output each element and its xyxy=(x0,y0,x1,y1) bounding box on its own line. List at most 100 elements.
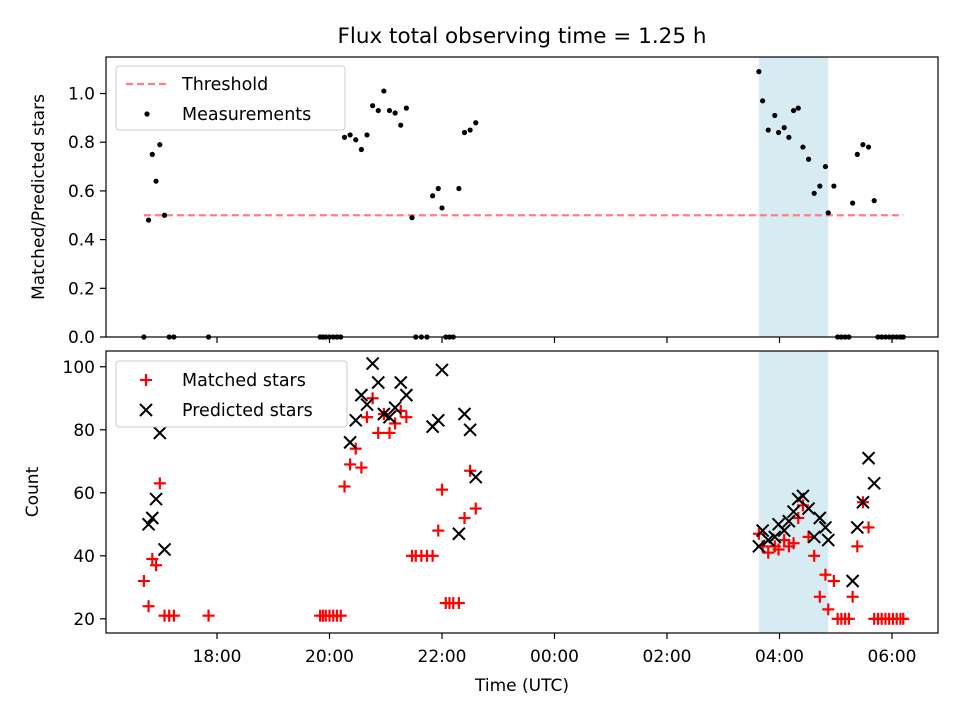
x-tick-label: 00:00 xyxy=(530,647,579,667)
bottom-panel: 20 40 60 80 100 18:00 20:00 22:00 00:00 02:00 04:… xyxy=(23,350,939,696)
measurements-point xyxy=(831,183,837,189)
measurements-point xyxy=(825,210,831,216)
predicted-stars-point xyxy=(452,527,466,541)
measurements-point xyxy=(760,98,766,104)
measurements-point xyxy=(461,129,468,136)
matched-stars-point xyxy=(334,609,347,622)
x-tick-label: 06:00 xyxy=(868,647,917,667)
x-tick-label: 04:00 xyxy=(755,647,804,667)
matched-stars-point xyxy=(372,426,385,439)
x-tick-label: 20:00 xyxy=(305,647,354,667)
bottom-y-tick-label: 60 xyxy=(73,484,95,504)
matched-stars-point xyxy=(822,603,835,616)
predicted-stars-point xyxy=(382,410,397,424)
matched-stars-point xyxy=(150,559,163,572)
measurements-point xyxy=(145,217,152,223)
predicted-stars-point xyxy=(435,363,449,377)
predicted-stars-point xyxy=(818,520,833,535)
measurements-point xyxy=(398,122,404,128)
matched-stars-point xyxy=(778,534,791,547)
top-y-tick-label: 0.4 xyxy=(68,231,95,251)
predicted-stars-point xyxy=(431,413,445,428)
measurements-point xyxy=(439,205,445,211)
measurements-point xyxy=(865,144,872,150)
measurements-point xyxy=(403,105,409,111)
predicted-stars-point xyxy=(399,388,414,402)
matched-stars-point xyxy=(842,612,855,625)
matched-stars-point xyxy=(432,524,445,537)
legend-predicted-swatch xyxy=(139,403,153,417)
bottom-legend: Matched stars Predicted stars xyxy=(115,360,348,428)
measurements-point xyxy=(341,134,348,140)
bottom-y-axis-label: Count xyxy=(23,466,43,517)
matched-stars-point xyxy=(383,426,396,439)
predicted-stars-point xyxy=(761,533,775,547)
predicted-stars-point xyxy=(755,523,770,538)
predicted-stars-point xyxy=(867,476,881,491)
top-y-tick-label: 1.0 xyxy=(68,85,95,105)
predicted-stars-point xyxy=(153,426,167,440)
bottom-highlight-span xyxy=(758,351,829,633)
x-tick-label: 02:00 xyxy=(643,647,692,667)
predicted-stars-point xyxy=(141,517,156,532)
measurements-point xyxy=(381,88,387,94)
matched-stars-point xyxy=(153,477,166,490)
measurements-point xyxy=(781,125,787,131)
predicted-stars-point xyxy=(782,514,796,528)
measurements-point xyxy=(392,110,398,116)
bottom-y-tick-label: 40 xyxy=(73,547,95,567)
matched-stars-point xyxy=(792,511,805,524)
top-y-tick-label: 0.0 xyxy=(68,328,95,348)
predicted-stars-point xyxy=(777,523,791,538)
x-tick-label: 18:00 xyxy=(193,647,242,667)
matched-stars-point xyxy=(167,609,180,622)
figure-title: Flux total observing time = 1.25 h xyxy=(338,24,707,49)
bottom-y-tick-label: 20 xyxy=(73,610,95,630)
measurements-point xyxy=(358,146,364,153)
predicted-stars-point xyxy=(796,489,810,503)
predicted-stars-point xyxy=(801,501,816,516)
matched-stars-point xyxy=(452,597,465,610)
predicted-stars-point xyxy=(469,470,483,484)
measurements-point xyxy=(860,142,866,148)
legend-predicted-label: Predicted stars xyxy=(182,401,313,421)
measurements-point xyxy=(409,215,415,221)
measurements-point xyxy=(161,212,168,218)
matched-stars-point xyxy=(851,540,864,553)
measurements-point xyxy=(353,137,359,143)
matched-stars-point xyxy=(772,543,785,556)
measurements-point xyxy=(775,129,782,136)
bottom-y-tick-label: 80 xyxy=(73,421,95,441)
bottom-y-tick-label: 100 xyxy=(63,358,95,378)
predicted-stars-point xyxy=(354,388,369,402)
top-y-ticks: 0.0 0.2 0.4 0.6 0.8 1.0 xyxy=(68,85,106,348)
predicted-stars-point xyxy=(145,511,160,525)
measurements-point xyxy=(435,185,441,192)
measurements-point xyxy=(790,107,797,114)
predicted-stars-point xyxy=(371,375,385,390)
measurements-point xyxy=(850,200,856,206)
measurements-point xyxy=(456,185,462,192)
measurements-point xyxy=(386,107,393,114)
legend-matched-swatch xyxy=(140,374,152,386)
predicted-stars-point xyxy=(821,533,835,547)
top-y-tick-label: 0.2 xyxy=(68,279,95,299)
measurements-point xyxy=(149,151,155,157)
predicted-stars-point xyxy=(394,375,408,390)
legend-measurements-swatch xyxy=(144,111,150,117)
measurements-point xyxy=(153,178,159,184)
top-axes-frame xyxy=(105,56,939,338)
top-legend: Threshold Measurements xyxy=(115,65,346,131)
top-y-axis-label: Matched/Predicted stars xyxy=(29,94,49,300)
predicted-stars-point xyxy=(388,401,402,415)
legend-measurements-label: Measurements xyxy=(182,105,311,125)
x-tick-label: 22:00 xyxy=(418,647,467,667)
predicted-stars-point xyxy=(349,413,363,428)
predicted-stars-point xyxy=(157,542,172,557)
matched-stars-point xyxy=(344,458,357,471)
measurements-point xyxy=(364,132,370,138)
predicted-stars-point xyxy=(149,492,163,506)
measurements-point xyxy=(765,127,771,133)
measurements-point xyxy=(473,120,479,126)
predicted-stars-point xyxy=(463,423,477,437)
